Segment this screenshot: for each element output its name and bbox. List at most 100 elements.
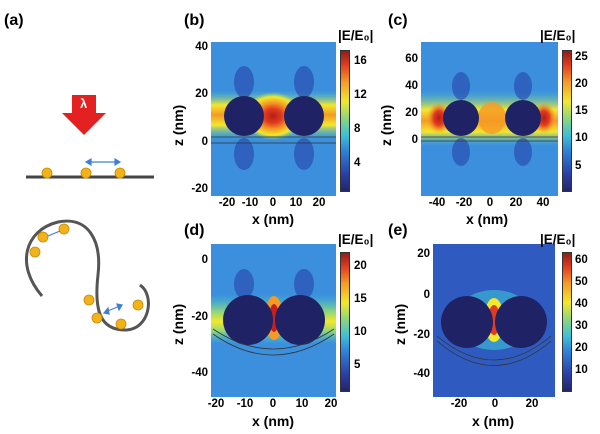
c-cb-tick-3: 15	[575, 105, 588, 117]
c-x-axis-title: x (nm)	[466, 211, 508, 227]
c-x-tick-5: 40	[536, 197, 550, 209]
sphere-right	[284, 96, 324, 136]
e-x-tick-2: 0	[491, 398, 499, 410]
d-x-tick-4: 10	[295, 398, 309, 410]
e-cb-tick-1: 60	[575, 254, 588, 266]
e-x-axis-title: x (nm)	[472, 413, 514, 429]
e-cb-tick-6: 10	[575, 364, 588, 376]
d-x-axis-title: x (nm)	[252, 413, 294, 429]
e-x-tick-3: 20	[525, 398, 539, 410]
field-map-b	[211, 42, 336, 196]
field-map-d	[211, 244, 336, 397]
b-x-axis-title: x (nm)	[252, 211, 294, 227]
curve-particle-6	[115, 318, 127, 330]
b-colorbar	[340, 50, 350, 192]
curve-particle-2	[58, 223, 70, 235]
panel-label-c: (c)	[388, 12, 408, 29]
b-cb-tick-4: 4	[354, 157, 361, 169]
c-cb-tick-5: 5	[575, 160, 582, 172]
panel-label-e: (e)	[388, 222, 408, 239]
e-z-axis-title: z (nm)	[392, 303, 408, 345]
c-x-tick-2: -20	[455, 197, 473, 209]
d-z-axis-title: z (nm)	[170, 303, 186, 345]
curve-particle-1	[37, 231, 49, 243]
b-z-axis-title: z (nm)	[170, 104, 186, 146]
sphere-left	[441, 296, 493, 348]
e-z-tick-4: -40	[413, 368, 430, 380]
c-colorbar-title: |E/E₀|	[540, 28, 576, 43]
d-colorbar	[340, 252, 350, 392]
d-cb-tick-3: 10	[354, 326, 367, 338]
curve-gap-arrow-1	[47, 230, 61, 237]
b-x-tick-4: 10	[289, 197, 303, 209]
c-cb-tick-4: 10	[575, 132, 588, 144]
e-colorbar	[562, 252, 572, 392]
schematic-diagram	[25, 95, 154, 332]
sphere-right	[275, 295, 325, 345]
incident-light-arrow	[62, 95, 106, 135]
d-cb-tick-2: 15	[354, 293, 367, 305]
d-colorbar-title: |E/E₀|	[338, 232, 374, 247]
e-cb-tick-5: 20	[575, 342, 588, 354]
field-map-e	[433, 244, 555, 397]
c-z-tick-4: 0	[411, 134, 418, 146]
sphere-right	[495, 296, 547, 348]
d-cb-tick-1: 20	[354, 260, 367, 272]
e-colorbar-title: |E/E₀|	[540, 232, 576, 247]
b-z-tick-3: 0	[201, 136, 208, 148]
sphere-right	[505, 100, 541, 136]
b-z-tick-4: -20	[191, 183, 208, 195]
b-z-tick-1: 40	[195, 41, 208, 53]
b-x-tick-3: 0	[269, 197, 277, 209]
b-cb-tick-2: 12	[354, 89, 367, 101]
d-x-tick-2: -10	[236, 398, 254, 410]
flat-particle-2	[80, 167, 92, 179]
field-map-c	[421, 42, 558, 196]
e-cb-tick-4: 30	[575, 320, 588, 332]
c-cb-tick-1: 25	[575, 51, 588, 63]
c-x-tick-3: 0	[486, 197, 494, 209]
flat-gap-arrow	[84, 157, 122, 167]
e-z-tick-1: 20	[417, 248, 430, 260]
e-cb-tick-2: 50	[575, 276, 588, 288]
b-x-tick-1: -20	[218, 197, 236, 209]
wavelength-symbol: λ	[80, 96, 88, 111]
d-x-tick-3: 0	[269, 398, 277, 410]
b-cb-tick-3: 8	[354, 123, 361, 135]
d-z-tick-2: -20	[191, 311, 208, 323]
curve-particle-5	[91, 312, 103, 324]
sphere-left	[443, 100, 479, 136]
e-cb-tick-3: 40	[575, 298, 588, 310]
b-cb-tick-1: 16	[354, 55, 367, 67]
d-x-tick-1: -20	[207, 398, 225, 410]
b-z-tick-2: 20	[195, 88, 208, 100]
c-colorbar	[562, 50, 572, 192]
c-x-tick-4: 20	[509, 197, 523, 209]
panel-label-a: (a)	[4, 12, 24, 29]
d-z-tick-1: 0	[201, 254, 208, 266]
flat-particle-3	[114, 167, 126, 179]
panel-label-d: (d)	[184, 222, 205, 239]
curved-substrate	[25, 219, 150, 332]
e-x-tick-1: -20	[450, 398, 468, 410]
d-cb-tick-4: 5	[354, 359, 361, 371]
curve-particle-7	[132, 299, 144, 311]
sphere-left	[223, 295, 273, 345]
c-z-axis-title: z (nm)	[378, 104, 394, 146]
b-colorbar-title: |E/E₀|	[338, 28, 374, 43]
curve-particle-3	[29, 246, 41, 258]
curve-gap-arrow-2	[102, 303, 123, 315]
c-cb-tick-2: 20	[575, 78, 588, 90]
c-z-tick-3: 20	[405, 107, 418, 119]
d-x-tick-5: 20	[324, 398, 338, 410]
panel-label-b: (b)	[184, 12, 205, 29]
curve-particle-4	[83, 294, 95, 306]
b-x-tick-5: 20	[312, 197, 326, 209]
e-z-tick-2: 0	[423, 289, 430, 301]
d-z-tick-3: -40	[191, 367, 208, 379]
b-x-tick-2: -10	[241, 197, 259, 209]
sphere-left	[224, 96, 264, 136]
c-x-tick-1: -40	[428, 197, 446, 209]
c-z-tick-1: 60	[405, 53, 418, 65]
e-z-tick-3: -20	[413, 329, 430, 341]
